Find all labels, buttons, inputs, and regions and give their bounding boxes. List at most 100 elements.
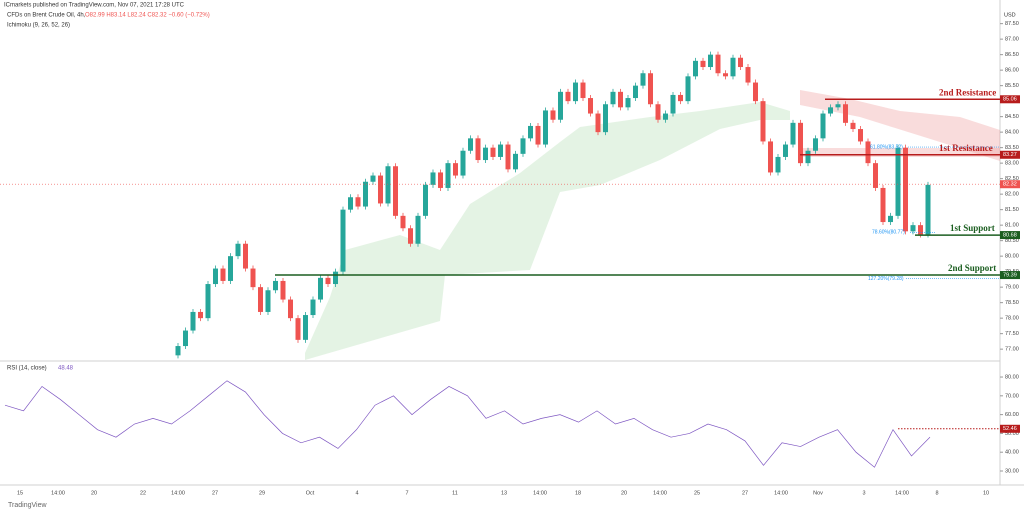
candle — [370, 175, 376, 182]
candle — [265, 290, 271, 312]
rsi-line — [4, 380, 931, 468]
ohlc: O82.99 H83.14 L82.24 C82.32 −0.60 (−0.72… — [85, 13, 210, 19]
candle — [520, 138, 526, 154]
candle — [925, 184, 931, 235]
rsi-tick-label: 30.00 — [1005, 468, 1019, 474]
level-label: 1st Support — [950, 223, 995, 233]
candle — [498, 144, 503, 157]
candle — [663, 113, 668, 120]
candle — [205, 284, 211, 319]
rsi-tick-label: 80.00 — [1005, 374, 1019, 380]
candle — [175, 346, 181, 356]
time-label: 14:00 — [171, 490, 185, 496]
level-tag-label: 79.39 — [1003, 273, 1017, 279]
candle — [183, 330, 188, 347]
candle — [250, 268, 256, 288]
candle — [798, 122, 803, 164]
candle — [828, 107, 833, 114]
candle — [775, 156, 781, 173]
candle — [648, 73, 653, 105]
time-label: 14:00 — [533, 490, 547, 496]
time-label: 13 — [501, 490, 507, 496]
candle — [228, 256, 233, 281]
time-label: 14:00 — [895, 490, 909, 496]
candle — [805, 150, 811, 164]
level-tag-label: 85.06 — [1003, 97, 1017, 103]
level-tag — [1000, 271, 1020, 280]
candle — [790, 122, 796, 145]
time-label: 14:00 — [774, 490, 788, 496]
candle — [595, 113, 601, 133]
rsi-tick-label: 60.00 — [1005, 412, 1019, 418]
candle — [715, 54, 721, 74]
candle — [865, 141, 871, 164]
candle — [745, 67, 751, 83]
candle — [543, 110, 548, 145]
candle — [528, 125, 533, 139]
candle — [190, 311, 196, 331]
ichimoku-cloud-bear — [800, 90, 1000, 161]
fib-label: 127.20%(79.28) — [868, 276, 904, 282]
rsi-title: RSI (14, close) — [7, 366, 47, 372]
candle — [700, 60, 706, 68]
candle — [723, 73, 728, 77]
candle — [618, 91, 623, 108]
candle — [348, 197, 353, 210]
price-tick-label: 78.00 — [1005, 316, 1019, 322]
price-tick-label: 85.50 — [1005, 83, 1019, 89]
candle — [708, 54, 713, 68]
candle — [400, 215, 406, 229]
candle — [685, 76, 691, 102]
candle — [415, 215, 421, 244]
price-tick-label: 84.50 — [1005, 114, 1019, 120]
candle — [558, 91, 563, 120]
time-label: 10 — [983, 490, 989, 496]
candle — [430, 172, 436, 185]
candle — [873, 163, 878, 188]
level-tag-label: 80.68 — [1003, 233, 1017, 239]
currency: USD — [1004, 12, 1016, 18]
candle — [760, 101, 766, 142]
candle — [655, 104, 661, 120]
footer: TradingView — [8, 502, 47, 509]
candle — [738, 57, 743, 68]
price-tick-label: 86.00 — [1005, 68, 1019, 74]
price-tick-label: 87.50 — [1005, 21, 1019, 27]
candle — [408, 228, 413, 244]
candle — [258, 287, 263, 312]
candle — [355, 197, 361, 207]
candle — [235, 243, 241, 257]
time-label: 22 — [140, 490, 146, 496]
level-label: 2nd Support — [948, 263, 996, 273]
candle — [363, 181, 368, 207]
time-label: 7 — [405, 490, 408, 496]
candle — [220, 268, 226, 281]
time-label: Oct — [306, 490, 315, 496]
time-label: 20 — [91, 490, 97, 496]
candle — [445, 163, 451, 188]
candle — [565, 91, 571, 102]
symbol: CFDs on Brent Crude Oil, 4h, — [7, 13, 86, 19]
price-tick-label: 77.00 — [1005, 347, 1019, 353]
rsi-tick-label: 40.00 — [1005, 450, 1019, 456]
candle — [843, 104, 848, 123]
current-price-label: 82.32 — [1003, 182, 1017, 188]
candle — [625, 98, 631, 108]
candle — [340, 209, 346, 272]
candle — [610, 91, 616, 105]
candle — [393, 166, 398, 216]
candle — [730, 57, 736, 77]
candle — [820, 113, 826, 139]
candle — [783, 144, 788, 157]
time-label: 15 — [17, 490, 23, 496]
fib-label: 78.60%(80.77) — [872, 230, 905, 236]
time-label: 18 — [575, 490, 581, 496]
candle — [273, 280, 278, 291]
candle — [423, 184, 428, 216]
candle — [438, 172, 443, 188]
candle — [318, 277, 323, 300]
candle — [640, 73, 646, 86]
candle — [453, 163, 458, 176]
